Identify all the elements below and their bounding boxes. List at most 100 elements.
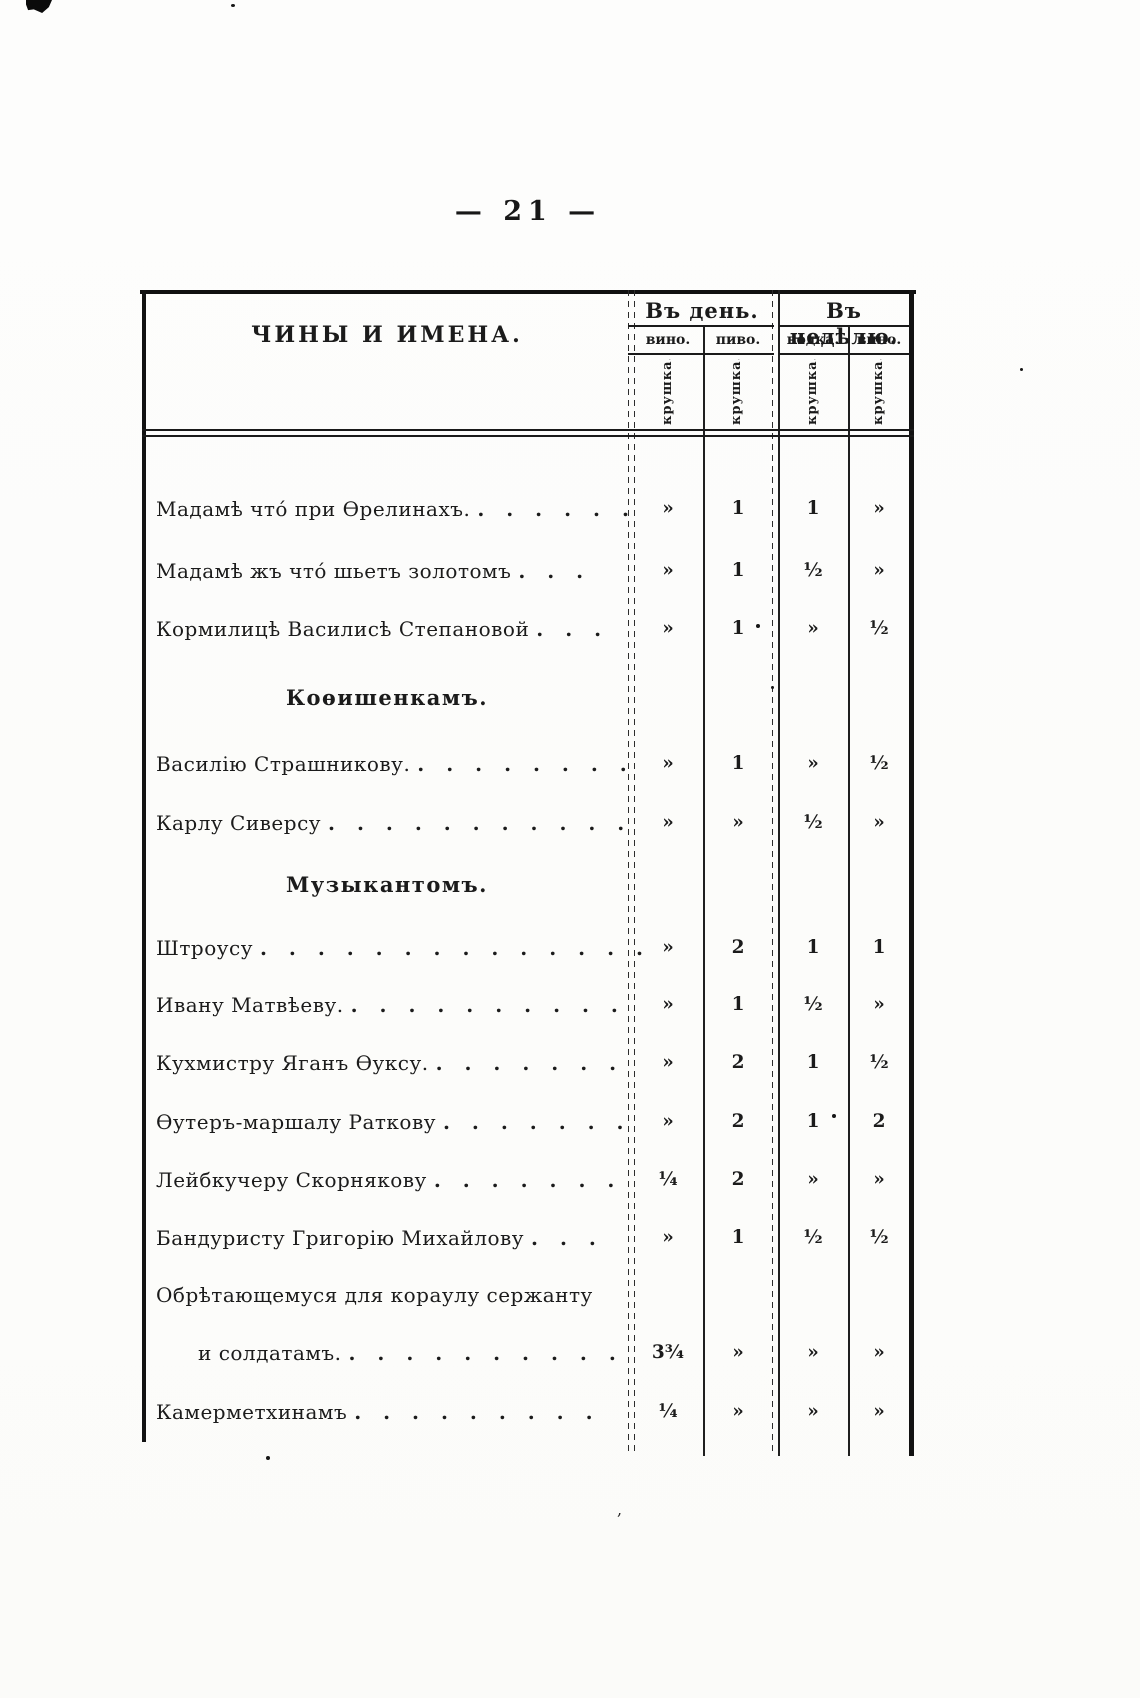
dot-leader: . . . . . . . . . . . . . . bbox=[259, 936, 647, 960]
unit-label-mug: крушка. bbox=[805, 359, 820, 425]
cell-value: » bbox=[662, 812, 674, 833]
grid-line bbox=[628, 290, 630, 1456]
cell-value: » bbox=[662, 1052, 674, 1073]
cell-value: 1 bbox=[806, 937, 820, 958]
person-name: Штроусу bbox=[156, 936, 253, 960]
ink-speck bbox=[231, 4, 235, 7]
cell-value: » bbox=[807, 753, 819, 774]
column-header-beer-day: пиво. bbox=[715, 332, 761, 348]
grid-line bbox=[848, 325, 850, 1456]
dot-leader: . . . bbox=[531, 1226, 600, 1250]
row-label: Кухмистру Яганъ Ѳуксу.. . . . . . . bbox=[156, 1047, 620, 1079]
person-name: Мадамѣ жъ что́ шьетъ золотомъ bbox=[156, 559, 512, 583]
allowance-table: ЧИНЫ И ИМЕНА. Въ день. Въ недѣлю. вино. … bbox=[140, 290, 916, 1456]
dot-leader: . . . . . . bbox=[477, 497, 633, 521]
dot-leader: . . . . . . . . . . . bbox=[328, 811, 629, 835]
cell-value: 1 bbox=[731, 560, 745, 581]
row-label: Ивану Матвѣеву.. . . . . . . . . . bbox=[156, 989, 622, 1021]
ink-speck bbox=[266, 1456, 270, 1460]
grid-line bbox=[628, 353, 774, 355]
row-label: и солдатамъ.. . . . . . . . . . bbox=[198, 1337, 620, 1369]
person-name: Бандуристу Григорію Михайлову bbox=[156, 1226, 525, 1250]
table-row: Штроусу. . . . . . . . . . . . . . » 2 1 1 bbox=[142, 932, 914, 964]
grid-line bbox=[142, 429, 914, 431]
person-name: Ивану Матвѣеву. bbox=[156, 993, 344, 1017]
cell-value: » bbox=[732, 1342, 744, 1363]
cell-value: ½ bbox=[803, 1227, 823, 1248]
ink-speck: , bbox=[617, 1500, 623, 1519]
table-row: Ѳутеръ-маршалу Раткову . . . . . . . » 2 1 2 bbox=[142, 1106, 914, 1138]
row-label: Ѳутеръ-маршалу Раткову . . . . . . . bbox=[156, 1106, 628, 1138]
ink-speck bbox=[756, 624, 760, 628]
grid-line bbox=[778, 290, 780, 1456]
cell-value: » bbox=[662, 618, 674, 639]
cell-value: ½ bbox=[869, 618, 889, 639]
cell-value: 1 bbox=[731, 994, 745, 1015]
cell-value: » bbox=[662, 1111, 674, 1132]
row-label: Василію Страшникову.. . . . . . . . bbox=[156, 748, 631, 780]
column-header-wine-day: вино. bbox=[645, 332, 691, 348]
table-row: Мадамѣ что́ при Ѳрелинахъ.. . . . . . » 1 1… bbox=[142, 493, 914, 525]
cell-value: » bbox=[732, 1401, 744, 1422]
table-row: Мадамѣ жъ что́ шьетъ золотомъ. . . » 1 ½ » bbox=[142, 555, 914, 587]
person-name: Василію Страшникову. bbox=[156, 752, 411, 776]
cell-value: » bbox=[873, 560, 885, 581]
dot-leader: . . . . . . . . . . bbox=[350, 993, 622, 1017]
cell-value: » bbox=[873, 812, 885, 833]
table-row: Карлу Сиверсу. . . . . . . . . . . » » ½ » bbox=[142, 807, 914, 839]
cell-value: 1 bbox=[731, 753, 745, 774]
dot-leader: . . . . . . . bbox=[435, 1051, 621, 1075]
cell-value: » bbox=[873, 1342, 885, 1363]
person-name: и солдатамъ. bbox=[198, 1341, 342, 1365]
grid-line bbox=[772, 290, 774, 1456]
person-name: Ѳутеръ-маршалу Раткову bbox=[156, 1110, 436, 1134]
table-row: Бандуристу Григорію Михайлову. . . » 1 ½ ½ bbox=[142, 1222, 914, 1254]
cell-value: 1 bbox=[806, 498, 820, 519]
dot-leader: . . . bbox=[518, 559, 588, 583]
ink-speck bbox=[26, 0, 52, 13]
cell-value: » bbox=[662, 498, 674, 519]
cell-value: » bbox=[807, 1342, 819, 1363]
cell-value: 1 bbox=[806, 1111, 820, 1132]
grid-line bbox=[703, 325, 705, 1456]
ink-speck bbox=[771, 686, 774, 689]
cell-value: 2 bbox=[731, 1169, 745, 1190]
grid-line bbox=[779, 325, 910, 327]
cell-value: 1 bbox=[806, 1052, 820, 1073]
cell-value: » bbox=[662, 560, 674, 581]
row-label: Обрѣтающемуся для кораулу сержанту bbox=[156, 1279, 593, 1311]
cell-value: 3¾ bbox=[651, 1342, 685, 1363]
cell-value: ¼ bbox=[658, 1169, 678, 1190]
person-name: Мадамѣ что́ при Ѳрелинахъ. bbox=[156, 497, 471, 521]
column-header-vodka-week: водка. bbox=[786, 332, 840, 348]
table-border-top bbox=[140, 290, 916, 294]
cell-value: ½ bbox=[803, 994, 823, 1015]
person-name: Кухмистру Яганъ Ѳуксу. bbox=[156, 1051, 429, 1075]
row-label: Бандуристу Григорію Михайлову. . . bbox=[156, 1222, 600, 1254]
cell-value: 1 bbox=[872, 937, 886, 958]
cell-value: » bbox=[662, 753, 674, 774]
row-label: Камерметхинамъ. . . . . . . . . bbox=[156, 1396, 597, 1428]
cell-value: 2 bbox=[872, 1111, 886, 1132]
grid-line bbox=[779, 353, 910, 355]
table-row: Кормилицѣ Василисѣ Степановой. . . » 1 » ½ bbox=[142, 613, 914, 645]
grid-line bbox=[142, 435, 914, 437]
dot-leader: . . . . . . . . . bbox=[354, 1400, 597, 1424]
cell-value: ½ bbox=[803, 812, 823, 833]
cell-value: 2 bbox=[731, 1052, 745, 1073]
cell-value: » bbox=[807, 1169, 819, 1190]
cell-value: » bbox=[807, 1401, 819, 1422]
table-border-right bbox=[909, 290, 914, 1456]
cell-value: ¼ bbox=[658, 1401, 678, 1422]
section-header-row: Музыкантомъ. bbox=[142, 869, 914, 901]
section-header: Коѳишенкамъ. bbox=[285, 685, 489, 710]
row-label: Карлу Сиверсу. . . . . . . . . . . bbox=[156, 807, 628, 839]
cell-value: » bbox=[873, 1169, 885, 1190]
unit-label-mug: крушка. bbox=[729, 359, 744, 425]
table-row: Обрѣтающемуся для кораулу сержанту bbox=[142, 1279, 914, 1311]
cell-value: » bbox=[732, 812, 744, 833]
person-name: Кормилицѣ Василисѣ Степановой bbox=[156, 617, 530, 641]
dot-leader: . . . . . . . . bbox=[417, 752, 631, 776]
cell-value: 1 bbox=[731, 618, 745, 639]
